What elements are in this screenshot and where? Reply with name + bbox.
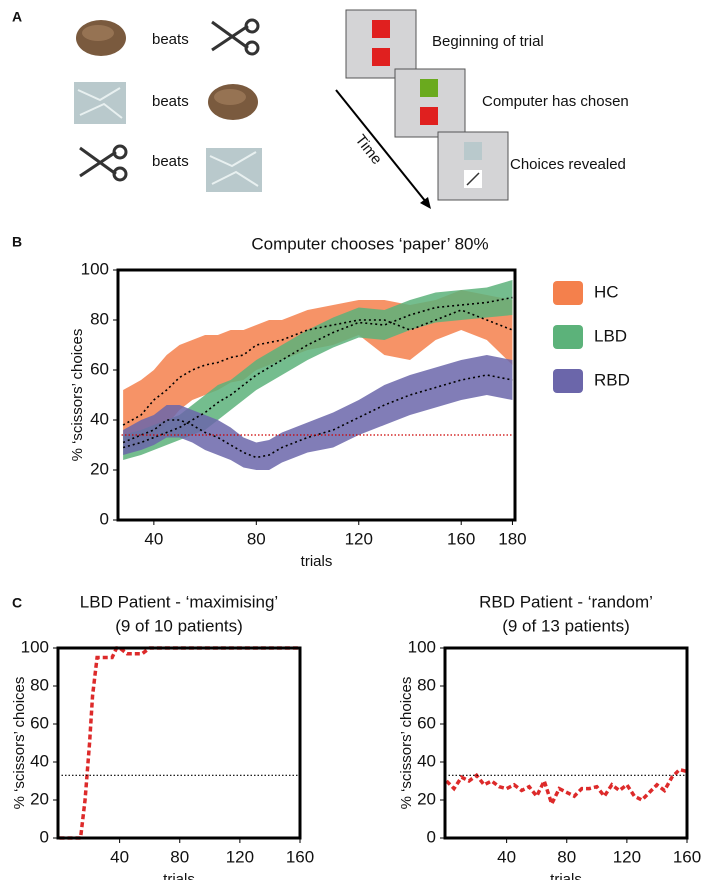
panel-label: C (12, 595, 22, 611)
step-text: Choices revealed (510, 156, 626, 173)
x-axis-label: trials (550, 871, 582, 880)
y-tick-label: 80 (30, 675, 49, 694)
plot-frame (443, 646, 689, 840)
x-tick-label: 160 (447, 529, 475, 548)
series-line (122, 374, 513, 459)
step-text: Computer has chosen (482, 93, 629, 110)
y-tick-label: 0 (427, 827, 436, 846)
chart-title: (9 of 13 patients) (502, 616, 630, 635)
x-tick-label: 80 (557, 847, 576, 866)
x-tick-label: 120 (345, 529, 373, 548)
arrow-label: Time (352, 132, 386, 168)
x-tick-label: 120 (613, 847, 641, 866)
rules-icons (74, 18, 262, 192)
plot-frame (56, 646, 302, 840)
x-tick-label: 180 (498, 529, 526, 548)
band (123, 355, 513, 470)
legend-label: LBD (594, 326, 627, 345)
x-tick-label: 80 (247, 529, 266, 548)
legend-swatch (553, 281, 583, 305)
y-axis-label: % ‘scissors’ choices (398, 677, 415, 810)
x-tick-label: 160 (673, 847, 701, 866)
series-line (122, 296, 513, 449)
y-tick-label: 60 (417, 713, 436, 732)
rule-text: beats (152, 93, 189, 110)
x-tick-label: 80 (170, 847, 189, 866)
y-tick-label: 100 (408, 637, 436, 656)
legend-swatch (553, 369, 583, 393)
chart-title: LBD Patient - ‘maximising’ (80, 592, 278, 611)
x-tick-label: 40 (144, 529, 163, 548)
rule-text: beats (152, 31, 189, 48)
x-tick-label: 40 (497, 847, 516, 866)
chart-title: Computer chooses ‘paper’ 80% (251, 234, 488, 253)
rule-text: beats (152, 153, 189, 170)
y-tick-label: 80 (417, 675, 436, 694)
x-axis-label: trials (301, 553, 333, 570)
x-tick-label: 160 (286, 847, 314, 866)
chart-title: RBD Patient - ‘random’ (479, 592, 653, 611)
y-tick-label: 0 (100, 509, 109, 528)
y-tick-label: 20 (417, 789, 436, 808)
y-axis-label: % ‘scissors’ choices (69, 329, 86, 462)
x-tick-label: 120 (226, 847, 254, 866)
series-line (445, 767, 688, 809)
legend-label: HC (594, 282, 619, 301)
band (123, 290, 513, 450)
y-tick-label: 40 (90, 409, 109, 428)
x-axis-label: trials (163, 871, 195, 880)
y-tick-label: 80 (90, 309, 109, 328)
y-tick-label: 40 (417, 751, 436, 770)
chart-title: (9 of 10 patients) (115, 616, 243, 635)
x-tick-label: 40 (110, 847, 129, 866)
legend-label: RBD (594, 370, 630, 389)
y-tick-label: 60 (30, 713, 49, 732)
y-axis-label: % ‘scissors’ choices (11, 677, 28, 810)
trial-screens (335, 9, 509, 209)
band (123, 280, 513, 460)
series-line (59, 646, 300, 840)
step-text: Beginning of trial (432, 33, 544, 50)
y-tick-label: 100 (21, 637, 49, 656)
panel-label: A (12, 9, 22, 25)
y-tick-label: 20 (30, 789, 49, 808)
y-tick-label: 60 (90, 359, 109, 378)
panel-label: B (12, 234, 22, 250)
plot-frame (116, 268, 517, 522)
y-tick-label: 20 (90, 459, 109, 478)
y-tick-label: 100 (81, 259, 109, 278)
y-tick-label: 40 (30, 751, 49, 770)
legend-swatch (553, 325, 583, 349)
y-tick-label: 0 (40, 827, 49, 846)
